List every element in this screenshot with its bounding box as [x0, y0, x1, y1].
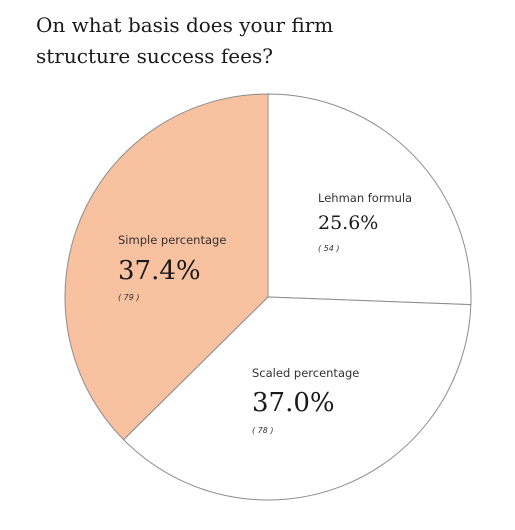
slice-label-simple-percentage: Simple percentage [118, 233, 226, 247]
pie-slices [64, 93, 472, 501]
slice-count-simple-percentage: ( 79 ) [118, 293, 140, 302]
slice-count-lehman-formula: ( 54 ) [318, 244, 340, 253]
slice-percent-lehman-formula: 25.6% [318, 212, 378, 234]
slice-label-scaled-percentage: Scaled percentage [252, 366, 359, 380]
slice-count-scaled-percentage: ( 78 ) [252, 426, 274, 435]
slice-label-lehman-formula: Lehman formula [318, 191, 412, 205]
slice-percent-scaled-percentage: 37.0% [252, 388, 335, 418]
pie-labels: Lehman formula 25.6% ( 54 ) Scaled percenta… [118, 191, 412, 435]
chart-title: On what basis does your firm structure s… [36, 13, 334, 68]
slice-percent-simple-percentage: 37.4% [118, 256, 201, 286]
pie-slice-lehman-formula [267, 93, 472, 306]
pie-slice-simple-percentage [64, 93, 269, 441]
pie-slice-scaled-percentage [122, 296, 472, 501]
